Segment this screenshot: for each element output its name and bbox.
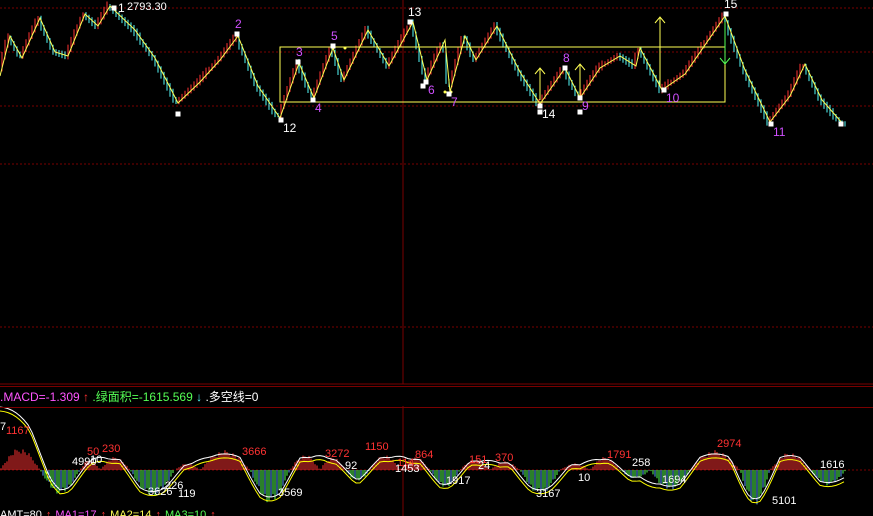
macd-area-label-red: 1791	[607, 449, 631, 461]
zigzag-point-label: 3	[296, 45, 303, 59]
macd-area-label-red: 3666	[242, 446, 266, 458]
macd-area-label-red: 230	[102, 443, 120, 455]
zigzag-point-marker	[278, 117, 284, 123]
zigzag-point-label: 13	[408, 5, 422, 19]
amt-indicator-value: MA2=14	[110, 509, 152, 516]
zigzag-point-marker	[234, 31, 240, 37]
zigzag-point-marker	[661, 87, 667, 93]
macd-area-label-red: 114	[397, 457, 415, 469]
macd-area-label-white: 5101	[772, 495, 796, 507]
zigzag-point-marker	[446, 91, 452, 97]
macd-up-arrow: ↑	[83, 390, 90, 404]
signal-arrow-up	[534, 67, 546, 75]
signal-arrow-down	[719, 57, 731, 65]
macd-area-label-white: 3167	[536, 488, 560, 500]
up-arrow-icon: ↑	[100, 509, 107, 516]
macd-area-label-white: 3626	[148, 486, 172, 498]
high-price-marker: 2793.30	[127, 1, 167, 13]
zigzag-point-marker	[295, 59, 301, 65]
up-arrow-icon: ↑	[155, 509, 161, 516]
macd-header: .MACD=-1.309 ↑ .绿面积=-1615.569 ↓ .多空线=0	[0, 386, 873, 408]
macd-area-label-red: 370	[495, 452, 513, 464]
macd-area-label-red: 50	[87, 446, 99, 458]
green-area-down-arrow: ↓	[196, 390, 203, 404]
zigzag-point-marker	[768, 121, 774, 127]
zigzag-point-label: 9	[582, 99, 589, 113]
macd-value: .MACD=-1.309	[0, 390, 80, 404]
macd-area-label-red: 151	[469, 454, 487, 466]
zigzag-point-label: 1	[118, 1, 125, 15]
macd-area-label-red: 864	[415, 449, 433, 461]
zigzag-point-marker	[577, 95, 583, 101]
zigzag-point-marker	[537, 103, 543, 109]
macd-area-label-white: 1616	[820, 459, 844, 471]
macd-area-label-white: 226	[165, 480, 183, 492]
macd-area-label-red: 2974	[717, 438, 741, 450]
amt-indicator-bar: AMT=80 ↑ MA1=17 ↑ MA2=14 ↑ MA3=10 ↑	[0, 508, 873, 516]
zigzag-point-label: 5	[331, 29, 338, 43]
zigzag-point-marker	[423, 79, 429, 85]
macd-area-label-white: 1694	[662, 474, 686, 486]
zigzag-point-label: 2	[235, 17, 242, 31]
zigzag-point-label: 12	[283, 121, 297, 135]
macd-area-label-red: 3272	[325, 448, 349, 460]
up-arrow-icon: ↑	[210, 509, 216, 516]
macd-lines	[0, 406, 845, 504]
consolidation-box	[279, 46, 726, 103]
zigzag-point-label: 11	[773, 125, 786, 139]
zigzag-point-label: 10	[666, 91, 680, 105]
green-area-value: .绿面积=-1615.569	[92, 390, 193, 404]
macd-area-label-white: 4990	[72, 456, 96, 468]
pivot-marker	[537, 109, 543, 115]
zigzag-point-marker	[111, 5, 117, 11]
macd-area-label-white: 1917	[446, 475, 470, 487]
pivot-marker	[577, 109, 583, 115]
macd-area-label-white: 7	[0, 421, 6, 433]
macd-dif-line	[0, 406, 845, 500]
amt-indicator-value: MA1=17	[55, 509, 97, 516]
pivot-marker	[838, 121, 844, 127]
zigzag-point-marker	[562, 65, 568, 71]
macd-area-label-white: 1453	[395, 463, 419, 475]
zigzag-point-label: 14	[542, 107, 556, 121]
amt-indicator-value: MA3=10	[164, 509, 207, 516]
pivot-marker	[420, 83, 426, 89]
zigzag-point-label: 8	[563, 51, 570, 65]
zigzag-point-marker	[723, 11, 729, 17]
signal-arrow-up	[654, 16, 666, 24]
zigzag-point-label: 4	[315, 101, 322, 115]
macd-dea-line	[0, 410, 845, 504]
macd-area-label-white: 92	[345, 460, 357, 472]
macd-area-label-white: 258	[632, 457, 650, 469]
amt-indicator-value: AMT=80	[0, 509, 42, 516]
zigzag-point-label: 6	[428, 83, 435, 97]
zigzag-point-label: 7	[451, 95, 458, 109]
zigzag-point-marker	[330, 43, 336, 49]
bull-bear-line-value: .多空线=0	[205, 390, 259, 404]
macd-area-label-white: 10	[90, 454, 102, 466]
up-arrow-icon: ↑	[45, 509, 52, 516]
signal-arrow-up	[574, 63, 586, 71]
pivot-marker	[175, 111, 181, 117]
zigzag-point-marker	[407, 19, 413, 25]
zigzag-dot	[343, 46, 347, 50]
zigzag-polyline	[0, 5, 844, 125]
macd-area-label-white: 10	[578, 472, 590, 484]
macd-area-label-white: 119	[178, 488, 196, 500]
zigzag-point-label: 15	[724, 0, 738, 11]
macd-area-label-red: 1150	[365, 441, 389, 453]
signal-arrows	[534, 16, 731, 100]
macd-area-label-red: 1167	[6, 425, 30, 437]
macd-area-label-white: 3569	[278, 487, 302, 499]
zigzag-dot	[443, 90, 447, 94]
zigzag-point-marker	[310, 97, 316, 103]
macd-area-label-white: 24	[478, 460, 490, 472]
